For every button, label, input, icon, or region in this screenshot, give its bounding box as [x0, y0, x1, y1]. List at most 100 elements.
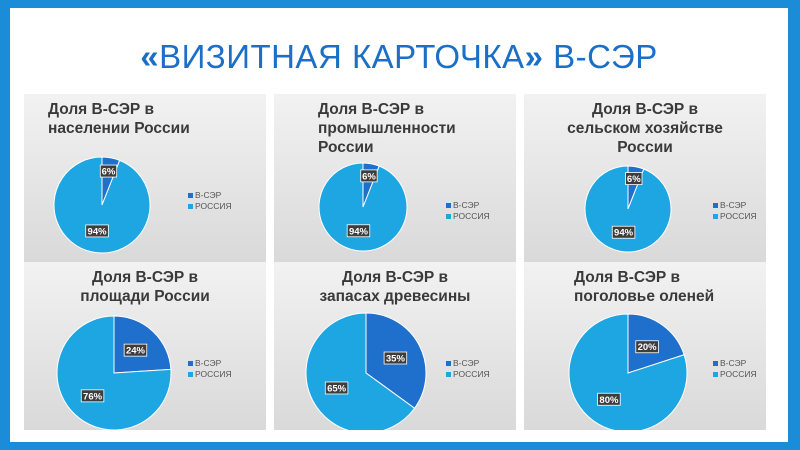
legend-label: РОССИЯ	[720, 369, 757, 379]
pie-chart: 35% 65%	[305, 312, 427, 430]
chart-title-line: Доля В-СЭР в	[318, 101, 425, 118]
data-label-text: 80%	[599, 395, 619, 406]
pie-slice-russia	[53, 156, 151, 254]
data-label: 6%	[99, 164, 118, 178]
data-label: 80%	[597, 392, 621, 406]
data-label-box	[324, 381, 349, 395]
legend-item: РОССИЯ	[713, 211, 757, 222]
chart-title-line: России	[617, 139, 673, 156]
data-label-box	[635, 340, 659, 354]
chart-legend: В-СЭР РОССИЯ	[188, 190, 232, 212]
legend-swatch	[188, 193, 193, 198]
legend-swatch	[713, 214, 718, 219]
data-label-text: 6%	[102, 167, 116, 178]
legend-label: РОССИЯ	[195, 369, 232, 379]
data-label: 6%	[360, 169, 378, 182]
chart-title-line: Доля В-СЭР в	[48, 101, 155, 118]
legend-swatch	[446, 361, 451, 366]
data-label-box	[383, 351, 408, 365]
chart-title-line: запасах древесины	[319, 288, 471, 305]
chart-title: Доля В-СЭР в промышленности России	[274, 100, 516, 157]
chart-title: Доля В-СЭР в поголовье оленей	[524, 268, 766, 306]
chart-panel: Доля В-СЭР в запасах древесины 35% 65% В-СЭР…	[274, 262, 516, 430]
legend-swatch	[713, 361, 718, 366]
chart-title-line: поголовье оленей	[574, 288, 715, 305]
data-label-text: 94%	[88, 226, 108, 237]
chart-panel: Доля В-СЭР в поголовье оленей 20% 80% В-СЭР Р…	[524, 262, 766, 430]
chart-title: Доля В-СЭР в населении России	[24, 100, 266, 138]
legend-item: В-СЭР	[713, 358, 757, 369]
pie-slice-russia	[318, 162, 408, 252]
data-label: 94%	[346, 224, 371, 238]
data-label-box	[625, 172, 643, 185]
data-label-text: 24%	[126, 346, 146, 357]
title-close-quote: »	[524, 38, 544, 75]
legend-item: РОССИЯ	[446, 211, 490, 222]
legend-swatch	[446, 214, 451, 219]
legend-label: В-СЭР	[453, 358, 480, 368]
title-suffix: В-СЭР	[543, 38, 658, 75]
legend-item: В-СЭР	[446, 200, 490, 211]
pie-chart: 20% 80%	[568, 313, 688, 430]
chart-panel: Доля В-СЭР в площади России 24% 76% В-СЭР РОС…	[24, 262, 266, 430]
data-label: 94%	[85, 224, 109, 237]
data-label: 35%	[383, 351, 408, 365]
legend-item: В-СЭР	[188, 190, 232, 201]
data-label-text: 94%	[614, 228, 634, 239]
data-label: 20%	[635, 340, 659, 354]
chart-panel: Доля В-СЭР в промышленности России 6% 94% В-С…	[274, 94, 516, 262]
pie-chart: 24% 76%	[56, 315, 172, 430]
data-label-box	[597, 392, 621, 406]
data-label-box	[80, 389, 105, 403]
chart-panel: Доля В-СЭР в населении России 6% 94% В-СЭР РО…	[24, 94, 266, 262]
data-label-text: 6%	[627, 174, 641, 185]
data-label-box	[346, 224, 371, 238]
chart-legend: В-СЭР РОССИЯ	[446, 358, 490, 380]
pie-chart: 6% 94%	[53, 156, 151, 254]
pie-slice-russia	[584, 165, 672, 253]
legend-label: РОССИЯ	[453, 211, 490, 221]
data-label-box	[611, 225, 636, 239]
chart-legend: В-СЭР РОССИЯ	[446, 200, 490, 222]
data-label-text: 94%	[349, 226, 369, 237]
chart-title-line: площади России	[80, 288, 210, 305]
chart-panel: Доля В-СЭР в сельском хозяйстве России 6% 94…	[524, 94, 766, 262]
data-label: 24%	[123, 343, 148, 357]
chart-title-line: Доля В-СЭР в	[574, 269, 681, 286]
data-label: 6%	[625, 172, 643, 185]
legend-label: В-СЭР	[195, 190, 222, 200]
data-label-box	[99, 164, 118, 178]
legend-label: В-СЭР	[720, 200, 747, 210]
pie-slice-russia	[305, 312, 416, 430]
legend-item: В-СЭР	[188, 358, 232, 369]
chart-title-line: промышленности	[318, 120, 456, 137]
legend-item: РОССИЯ	[188, 201, 232, 212]
legend-swatch	[188, 361, 193, 366]
legend-item: РОССИЯ	[188, 369, 232, 380]
legend-item: РОССИЯ	[713, 369, 757, 380]
chart-title: Доля В-СЭР в сельском хозяйстве России	[524, 100, 766, 157]
chart-title: Доля В-СЭР в запасах древесины	[274, 268, 516, 306]
legend-label: РОССИЯ	[453, 369, 490, 379]
title-text: ВИЗИТНАЯ КАРТОЧКА	[159, 38, 525, 75]
legend-swatch	[713, 372, 718, 377]
chart-title-line: Доля В-СЭР в	[341, 269, 449, 286]
chart-title-line: России	[318, 139, 374, 156]
chart-legend: В-СЭР РОССИЯ	[713, 200, 757, 222]
chart-title-line: сельском хозяйстве	[567, 120, 723, 137]
chart-title: Доля В-СЭР в площади России	[24, 268, 266, 306]
data-label-text: 35%	[386, 354, 406, 365]
data-label-box	[123, 343, 148, 357]
pie-chart: 6% 94%	[584, 165, 672, 253]
legend-item: РОССИЯ	[446, 369, 490, 380]
legend-swatch	[446, 203, 451, 208]
data-label-text: 65%	[327, 383, 347, 394]
chart-title-line: Доля В-СЭР в	[591, 101, 699, 118]
data-label: 65%	[324, 381, 349, 395]
legend-swatch	[713, 203, 718, 208]
legend-swatch	[188, 204, 193, 209]
legend-item: В-СЭР	[713, 200, 757, 211]
chart-title-line: населении России	[48, 120, 190, 137]
slide-title: «ВИЗИТНАЯ КАРТОЧКА» В-СЭР	[10, 38, 788, 76]
data-label: 94%	[611, 225, 636, 239]
